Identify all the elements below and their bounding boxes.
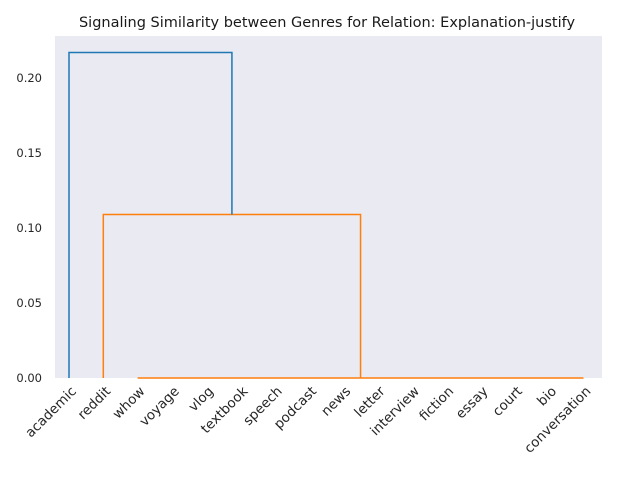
link-academic-root — [68, 51, 233, 378]
x-tick-label-reddit: reddit — [75, 384, 114, 423]
x-tick-label-fiction: fiction — [416, 384, 457, 425]
x-tick-label-bio: bio — [534, 384, 560, 410]
y-tick-label: 0.10 — [16, 221, 42, 235]
plot-background — [55, 36, 602, 378]
x-tick-label-essay: essay — [453, 384, 492, 423]
x-tick-label-court: court — [490, 384, 526, 420]
y-tick-label: 0.05 — [16, 296, 42, 310]
x-tick-label-news: news — [318, 384, 354, 420]
y-tick-label: 0.20 — [16, 71, 42, 85]
x-tick-label-academic: academic — [22, 384, 79, 441]
chart-title: Signaling Similarity between Genres for … — [79, 15, 575, 31]
y-axis: 0.00 0.05 0.10 0.15 0.20 — [16, 71, 42, 385]
y-tick-label: 0.15 — [16, 146, 42, 160]
dendrogram-links — [68, 51, 584, 379]
y-tick-label: 0.00 — [16, 371, 42, 385]
